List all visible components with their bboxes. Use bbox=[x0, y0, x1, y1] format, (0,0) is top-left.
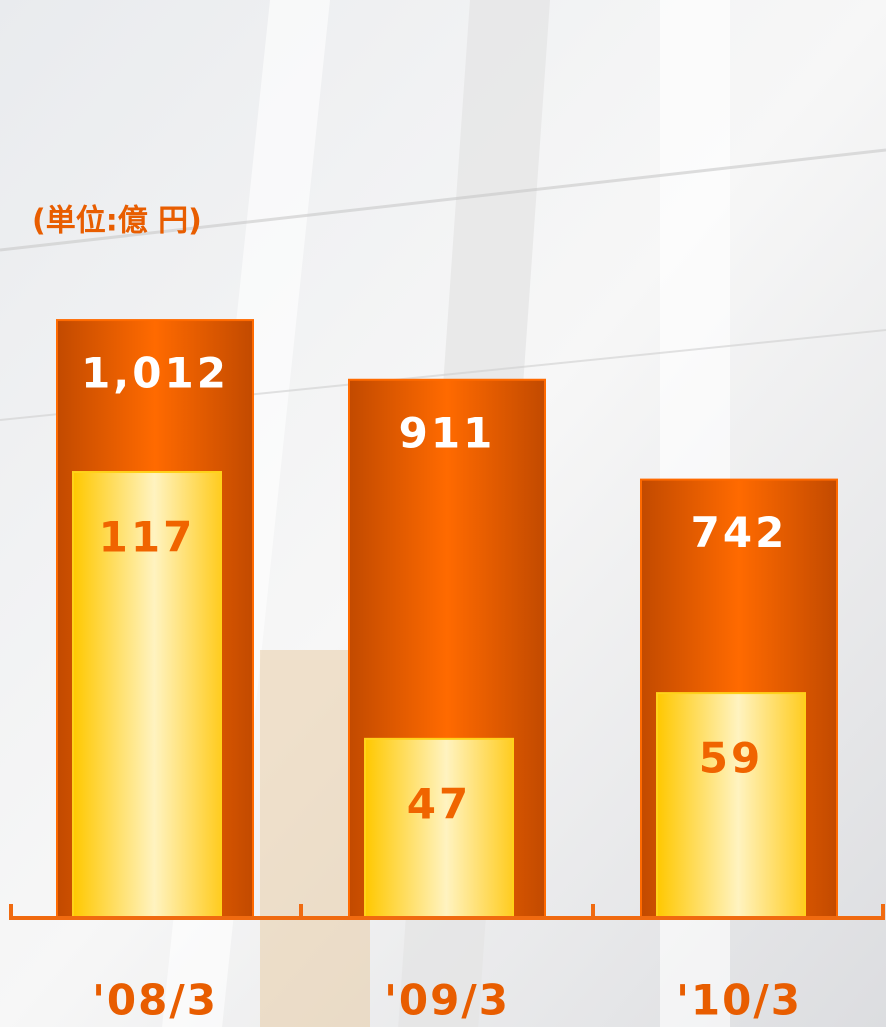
value-label: 1,012 bbox=[81, 349, 229, 398]
x-tick-label: '09/3 bbox=[384, 976, 510, 1025]
value-label: 47 bbox=[407, 779, 471, 828]
x-tick-label: '10/3 bbox=[676, 976, 802, 1025]
value-label: 59 bbox=[699, 734, 763, 783]
chart-title: (単位:億 円) bbox=[32, 204, 202, 239]
inner-bar bbox=[364, 737, 514, 920]
value-label: 911 bbox=[399, 408, 496, 457]
inner-bar bbox=[72, 471, 222, 919]
value-label: 742 bbox=[691, 508, 788, 557]
x-tick-label: '08/3 bbox=[92, 976, 218, 1025]
value-label: 117 bbox=[99, 513, 196, 562]
inner-bar bbox=[656, 692, 806, 920]
